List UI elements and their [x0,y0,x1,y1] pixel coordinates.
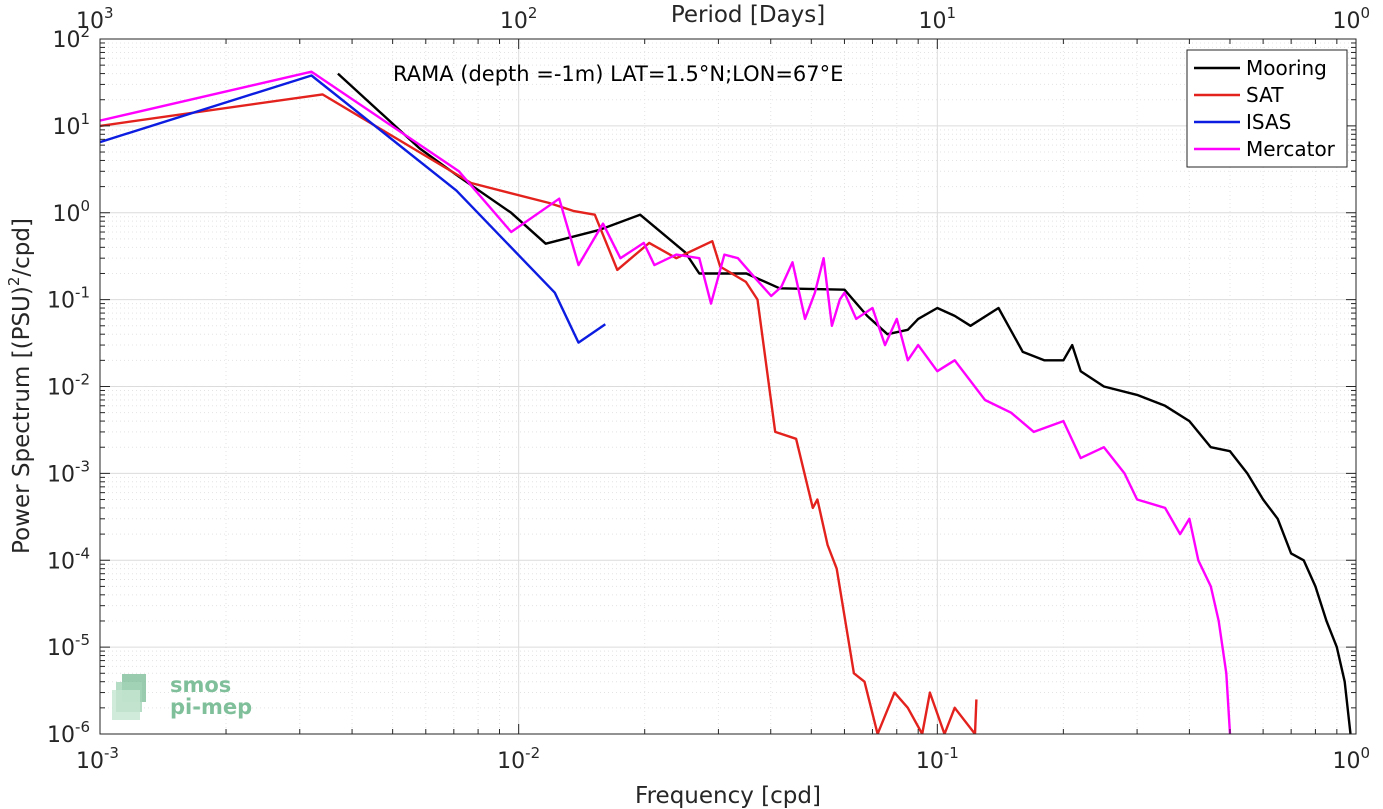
y-axis-label: Power Spectrum [(PSU)2/cpd] [5,218,35,554]
y-tick-label: 10-6 [47,718,90,748]
grid-lines [99,39,1356,735]
top-tick-labels: 103 102 101 100 [76,4,1370,34]
y-tick-label: 10-5 [47,631,90,661]
top-tick-label: 101 [919,4,957,34]
series-line-isas [100,74,606,344]
legend-box [1186,49,1348,168]
logo-text-pi-mep: pi-mep [170,695,252,719]
top-tick-label: 103 [76,4,114,34]
top-axis-label: Period [Days] [671,2,825,28]
legend-label-mercator: Mercator [1246,137,1336,161]
x-tick-label: 10-1 [916,744,959,774]
series-line-sat [100,93,978,734]
y-tick-labels: 10-6 10-5 10-4 10-3 10-2 10-1 100 101 102 [47,23,90,748]
top-tick-label: 100 [1332,4,1370,34]
chart-title: RAMA (depth =-1m) LAT=1.5°N;LON=67°E [393,62,843,86]
y-tick-label: 102 [52,23,90,53]
legend-label-mooring: Mooring [1246,56,1327,80]
x-axis-label: Frequency [cpd] [635,783,821,809]
y-tick-label: 10-3 [47,457,90,487]
top-tick-label: 102 [500,4,538,34]
x-tick-labels: 10-3 10-2 10-1 100 [76,39,1370,774]
series-line-mercator [100,70,1232,734]
y-tick-label: 100 [52,197,90,227]
legend-label-isas: ISAS [1246,110,1291,134]
y-tick-label: 101 [52,110,90,140]
x-tick-label: 10-2 [497,744,540,774]
y-tick-label: 10-1 [47,284,90,314]
y-tick-label: 10-4 [47,544,90,574]
logo-text-smos: smos [170,673,231,697]
series-line-mooring [337,72,1352,734]
logo-mark-front [112,690,140,720]
legend: Mooring SAT ISAS Mercator [1186,49,1348,168]
x-tick-label: 10-3 [76,744,119,774]
legend-label-sat: SAT [1246,83,1284,107]
series-lines [100,70,1352,734]
smos-pi-mep-logo: smos pi-mep [112,673,252,720]
y-tick-label: 10-2 [47,371,90,401]
x-tick-label: 100 [1332,744,1370,774]
